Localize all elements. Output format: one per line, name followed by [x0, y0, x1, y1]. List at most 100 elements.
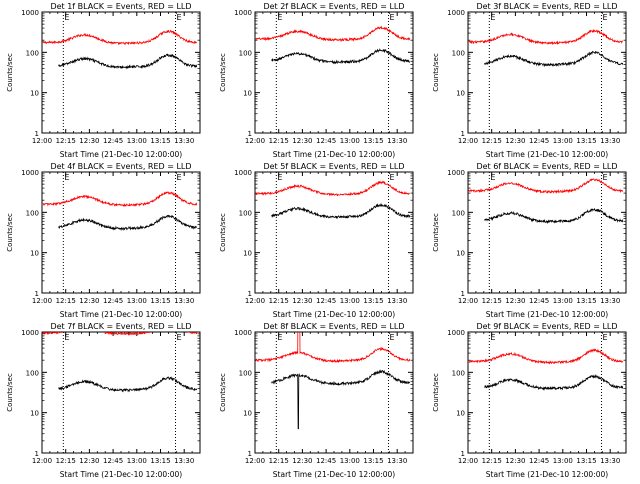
x-axis-label: Start Time (21-Dec-10 12:00:00) — [486, 470, 608, 479]
event-marker: E — [390, 13, 395, 22]
chart-svg: Det 6f BLACK = Events, RED = LLD Start Ti… — [432, 162, 627, 319]
x-tick-label: 12:45 — [529, 297, 549, 305]
x-tick-label: 12:30 — [79, 137, 99, 145]
y-tick-label: 10 — [456, 250, 465, 258]
chart-svg: Det 3f BLACK = Events, RED = LLD Start Ti… — [432, 2, 627, 159]
detector-panel-4: Det 4f BLACK = Events, RED = LLD Start Ti… — [0, 160, 213, 320]
x-tick-label: 12:30 — [292, 457, 312, 465]
y-tick-label: 1000 — [234, 329, 252, 337]
y-tick-label: 100 — [452, 209, 465, 217]
x-tick-label: 12:00 — [458, 457, 478, 465]
x-tick-label: 12:00 — [32, 297, 52, 305]
x-tick-label: 12:45 — [316, 137, 336, 145]
y-tick-label: 1 — [35, 450, 39, 458]
event-marker: E — [603, 333, 608, 342]
events-series — [271, 48, 410, 65]
x-tick-label: 12:30 — [79, 457, 99, 465]
lld-series — [468, 348, 623, 365]
event-marker: E — [603, 173, 608, 182]
detector-panel-7: Det 7f BLACK = Events, RED = LLD Start Ti… — [0, 320, 213, 480]
x-tick-label: 13:15 — [363, 457, 383, 465]
x-tick-label: 13:15 — [576, 457, 596, 465]
x-axis-label: Start Time (21-Dec-10 12:00:00) — [60, 310, 182, 319]
y-tick-label: 1000 — [21, 329, 39, 337]
x-tick-label: 13:15 — [363, 297, 383, 305]
chart-svg: Det 7f BLACK = Events, RED = LLD Start Ti… — [6, 322, 201, 479]
x-tick-label: 12:15 — [482, 137, 502, 145]
x-tick-label: 13:30 — [174, 457, 194, 465]
chart-title: Det 9f BLACK = Events, RED = LLD — [476, 322, 617, 331]
y-tick-label: 1 — [35, 130, 39, 138]
event-marker: E — [64, 13, 69, 22]
x-tick-label: 13:30 — [387, 137, 407, 145]
x-tick-label: 12:15 — [269, 137, 289, 145]
events-series — [484, 373, 624, 391]
x-tick-label: 12:00 — [245, 297, 265, 305]
y-axis-label: Counts/sec — [6, 373, 14, 412]
x-tick-label: 13:30 — [600, 297, 620, 305]
y-tick-label: 1 — [248, 290, 252, 298]
y-axis-label: Counts/sec — [6, 53, 14, 92]
x-tick-label: 12:30 — [505, 457, 525, 465]
x-tick-label: 12:15 — [269, 457, 289, 465]
chart-svg: Det 5f BLACK = Events, RED = LLD Start Ti… — [219, 162, 414, 319]
x-tick-label: 12:30 — [79, 297, 99, 305]
x-axis-label: Start Time (21-Dec-10 12:00:00) — [60, 150, 182, 159]
x-tick-label: 12:15 — [56, 137, 76, 145]
x-tick-label: 13:30 — [387, 297, 407, 305]
y-tick-label: 10 — [456, 410, 465, 418]
x-tick-label: 13:00 — [127, 137, 147, 145]
detector-panel-9: Det 9f BLACK = Events, RED = LLD Start Ti… — [426, 320, 639, 480]
chart-title: Det 7f BLACK = Events, RED = LLD — [50, 322, 191, 331]
y-axis-label: Counts/sec — [6, 213, 14, 252]
x-tick-label: 12:30 — [292, 137, 312, 145]
x-tick-label: 12:00 — [458, 297, 478, 305]
y-tick-label: 10 — [30, 90, 39, 98]
x-tick-label: 12:15 — [482, 297, 502, 305]
detector-panel-5: Det 5f BLACK = Events, RED = LLD Start Ti… — [213, 160, 426, 320]
y-tick-label: 1000 — [21, 169, 39, 177]
x-tick-label: 12:45 — [316, 297, 336, 305]
x-tick-label: 13:00 — [553, 137, 573, 145]
x-axis-label: Start Time (21-Dec-10 12:00:00) — [273, 310, 395, 319]
x-tick-label: 13:00 — [340, 297, 360, 305]
y-tick-label: 100 — [26, 209, 39, 217]
chart-title: Det 2f BLACK = Events, RED = LLD — [263, 2, 404, 11]
x-axis-label: Start Time (21-Dec-10 12:00:00) — [486, 310, 608, 319]
chart-svg: Det 1f BLACK = Events, RED = LLD Start Ti… — [6, 2, 201, 159]
events-series — [271, 369, 411, 430]
y-tick-label: 1000 — [447, 329, 465, 337]
event-marker: E — [390, 333, 395, 342]
x-tick-label: 13:00 — [340, 137, 360, 145]
lld-series — [255, 332, 411, 364]
x-tick-label: 12:00 — [245, 137, 265, 145]
x-tick-label: 13:15 — [576, 297, 596, 305]
x-tick-label: 12:45 — [103, 457, 123, 465]
event-marker: E — [177, 13, 182, 22]
y-tick-label: 1 — [248, 130, 252, 138]
lld-series — [255, 180, 410, 197]
y-tick-label: 100 — [26, 369, 39, 377]
detector-panel-3: Det 3f BLACK = Events, RED = LLD Start Ti… — [426, 0, 639, 160]
events-series — [58, 214, 198, 232]
x-axis-label: Start Time (21-Dec-10 12:00:00) — [60, 470, 182, 479]
event-marker: E — [64, 173, 69, 182]
y-tick-label: 1 — [248, 450, 252, 458]
lld-series — [468, 28, 623, 46]
lld-series — [468, 178, 624, 195]
x-tick-label: 13:00 — [340, 457, 360, 465]
y-tick-label: 10 — [30, 250, 39, 258]
x-tick-label: 13:00 — [127, 297, 147, 305]
x-tick-label: 13:00 — [553, 457, 573, 465]
x-tick-label: 13:15 — [363, 137, 383, 145]
plot-frame — [467, 331, 627, 454]
event-marker: E — [177, 333, 182, 342]
detector-panel-8: Det 8f BLACK = Events, RED = LLD Start Ti… — [213, 320, 426, 480]
x-tick-label: 12:45 — [529, 137, 549, 145]
x-tick-label: 12:00 — [32, 137, 52, 145]
lld-series — [42, 332, 198, 336]
x-tick-label: 12:45 — [529, 457, 549, 465]
event-marker: E — [390, 173, 395, 182]
x-axis-label: Start Time (21-Dec-10 12:00:00) — [273, 470, 395, 479]
x-tick-label: 12:45 — [316, 457, 336, 465]
